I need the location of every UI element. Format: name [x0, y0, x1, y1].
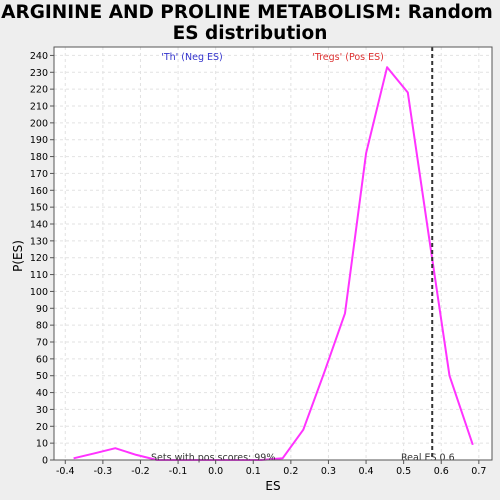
y-axis-label: P(ES)	[11, 240, 25, 272]
y-tick-label: 180	[30, 152, 48, 163]
y-tick-label: 150	[30, 203, 48, 214]
y-tick-label: 40	[36, 388, 48, 399]
y-tick-label: 110	[30, 270, 48, 281]
y-tick-label: 130	[30, 236, 48, 247]
gridlines	[54, 47, 492, 461]
distribution-line	[73, 66, 474, 461]
x-axis-ticks: -0.4 -0.3 -0.2 -0.1 0.0 0.1 0.2 0.3 0.4 0.5 0.6 0.7	[56, 460, 486, 477]
y-tick-label: 230	[30, 68, 48, 79]
y-tick-label: 160	[30, 186, 48, 197]
y-tick-label: 190	[30, 135, 48, 146]
y-tick-label: 60	[36, 354, 48, 365]
x-tick-label: -0.3	[94, 466, 113, 477]
x-tick-label: 0.2	[283, 466, 298, 477]
x-axis-label: ES	[265, 479, 280, 493]
x-tick-label: -0.4	[56, 466, 75, 477]
y-tick-label: 30	[36, 405, 48, 416]
y-tick-label: 210	[30, 102, 48, 113]
y-axis-ticks: 0 10 20 30 40 50 60 70 80 90 100 110 120 130 140 150 160…	[30, 51, 54, 467]
y-tick-label: 170	[30, 169, 48, 180]
y-tick-label: 50	[36, 371, 48, 382]
series-group	[73, 66, 474, 461]
neg-es-label: 'Th' (Neg ES)	[161, 52, 223, 63]
y-tick-label: 80	[36, 321, 48, 332]
x-tick-label: 0.0	[208, 466, 223, 477]
y-tick-label: 0	[42, 456, 48, 467]
y-tick-label: 220	[30, 85, 48, 96]
pos-es-label: 'Tregs' (Pos ES)	[312, 52, 384, 63]
y-tick-label: 200	[30, 118, 48, 129]
x-tick-label: 0.1	[246, 466, 261, 477]
plot-area	[54, 47, 492, 460]
plot-frame	[53, 46, 493, 461]
y-tick-label: 120	[30, 253, 48, 264]
y-tick-label: 100	[30, 287, 48, 298]
x-tick-label: 0.3	[321, 466, 336, 477]
x-tick-label: -0.1	[169, 466, 188, 477]
y-tick-label: 70	[36, 338, 48, 349]
x-tick-label: 0.7	[471, 466, 486, 477]
x-tick-label: 0.6	[434, 466, 449, 477]
x-tick-label: 0.5	[396, 466, 411, 477]
y-tick-label: 20	[36, 422, 48, 433]
x-tick-label: -0.2	[131, 466, 150, 477]
chart-title-line-2: ES distribution	[173, 23, 328, 44]
y-tick-label: 240	[30, 51, 48, 62]
y-tick-label: 10	[36, 439, 48, 450]
x-tick-label: 0.4	[358, 466, 373, 477]
chart-title-line-1: ARGININE AND PROLINE METABOLISM: Random	[1, 2, 493, 23]
y-tick-label: 90	[36, 304, 48, 315]
y-tick-label: 140	[30, 220, 48, 231]
real-es-label: Real ES 0.6	[401, 453, 455, 464]
sets-pos-scores-label: Sets with pos scores: 99%	[151, 453, 275, 464]
